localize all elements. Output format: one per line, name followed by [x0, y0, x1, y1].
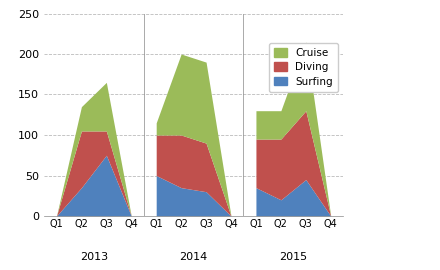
Text: 2013: 2013: [80, 252, 108, 262]
Text: 2014: 2014: [180, 252, 208, 262]
Text: 2015: 2015: [279, 252, 308, 262]
Legend: Cruise, Diving, Surfing: Cruise, Diving, Surfing: [269, 43, 338, 92]
